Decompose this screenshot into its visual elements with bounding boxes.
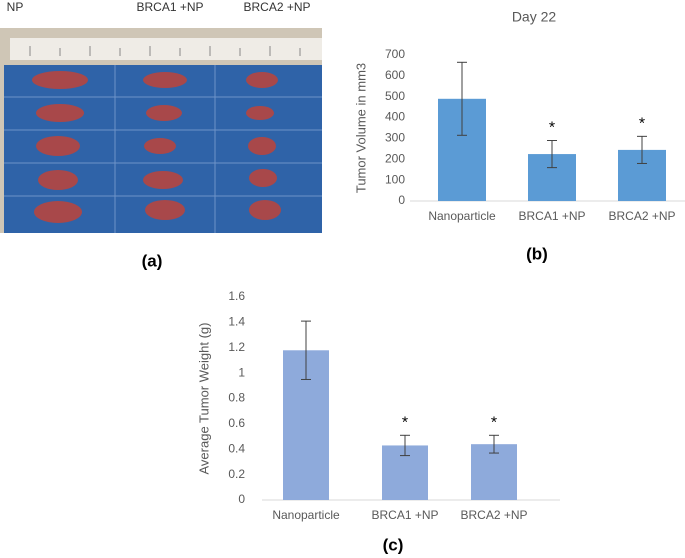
y-axis-label: Average Tumor Weight (g) <box>196 323 211 475</box>
x-tick-label: BRCA1 +NP <box>518 209 585 223</box>
y-tick-label: 1.6 <box>228 289 245 303</box>
y-tick-label: 600 <box>385 68 405 82</box>
x-tick-label: BRCA2 +NP <box>460 508 527 522</box>
photo-label: BRCA1 +NP <box>136 0 203 14</box>
y-axis-label: Tumor Volume in mm3 <box>353 63 368 193</box>
x-tick-label: BRCA2 +NP <box>608 209 675 223</box>
panel-caption: (a) <box>142 251 163 270</box>
y-tick-label: 0.2 <box>228 467 245 481</box>
significance-marker: * <box>639 116 645 133</box>
y-tick-label: 1.2 <box>228 340 245 354</box>
x-tick-label: Nanoparticle <box>272 508 340 522</box>
y-tick-label: 300 <box>385 131 405 145</box>
y-tick-label: 700 <box>385 47 405 61</box>
y-tick-label: 1.4 <box>228 315 245 329</box>
y-tick-label: 400 <box>385 110 405 124</box>
y-tick-label: 0.4 <box>228 441 245 455</box>
y-tick-label: 100 <box>385 172 405 186</box>
y-tick-label: 0.8 <box>228 391 245 405</box>
photo-label: NP <box>7 0 24 14</box>
panel-caption: (c) <box>383 535 404 554</box>
y-tick-label: 0 <box>398 193 405 207</box>
photo <box>0 28 322 233</box>
y-tick-label: 0 <box>238 492 245 506</box>
y-tick-label: 500 <box>385 89 405 103</box>
y-tick-label: 200 <box>385 151 405 165</box>
chart-title: Day 22 <box>512 9 557 25</box>
x-tick-label: Nanoparticle <box>428 209 496 223</box>
significance-marker: * <box>402 415 408 432</box>
y-tick-label: 0.6 <box>228 416 245 430</box>
panel-caption: (b) <box>526 244 548 263</box>
significance-marker: * <box>491 415 497 432</box>
x-tick-label: BRCA1 +NP <box>371 508 438 522</box>
y-tick-label: 1 <box>238 365 245 379</box>
photo-label: BRCA2 +NP <box>243 0 310 14</box>
significance-marker: * <box>549 120 555 137</box>
